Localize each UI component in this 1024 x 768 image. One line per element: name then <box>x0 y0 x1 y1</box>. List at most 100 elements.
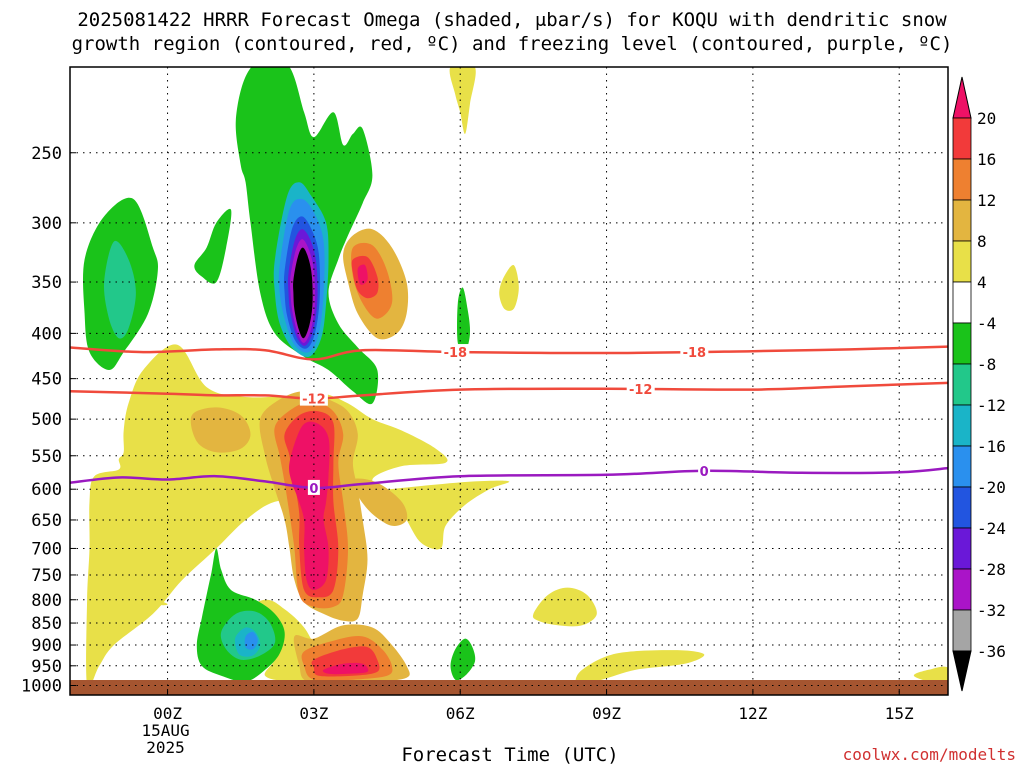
colorbar-label-2: 12 <box>977 191 996 210</box>
omega-region-21 <box>357 264 368 285</box>
y-tick-label-1000: 1000 <box>21 677 62 697</box>
omega-region-37 <box>293 247 313 339</box>
omega-region-4 <box>575 650 705 685</box>
contour-label-0-0: 0 <box>309 482 318 497</box>
y-tick-label-900: 900 <box>31 636 62 656</box>
colorbar-top-arrow <box>952 76 972 119</box>
omega-shading <box>82 67 948 690</box>
colorbar-label-6: -8 <box>977 355 996 374</box>
colorbar-segment-1 <box>952 158 972 201</box>
colorbar-segment-8 <box>952 445 972 488</box>
y-tick-label-350: 350 <box>31 273 62 293</box>
colorbar-segment-4 <box>952 281 972 324</box>
contour-label-bg <box>698 462 711 478</box>
grid-lines <box>70 67 948 695</box>
colorbar-label-4: 4 <box>977 273 987 292</box>
colorbar-segment-7 <box>952 404 972 447</box>
y-tick-label-500: 500 <box>31 410 62 430</box>
omega-region-1 <box>99 574 168 606</box>
plot-background <box>70 67 948 695</box>
omega-region-33 <box>244 631 258 650</box>
x-tick-label-12Z: 12Z <box>738 704 767 723</box>
omega-region-28 <box>103 240 136 339</box>
contour-label--12-0: -12 <box>302 393 326 408</box>
colorbar-label-1: 16 <box>977 150 996 169</box>
y-tick-label-400: 400 <box>31 324 62 344</box>
contour-line-0 <box>70 466 948 490</box>
colorbar-segment-11 <box>952 568 972 611</box>
title-line-2: growth region (contoured, red, ºC) and f… <box>71 33 953 55</box>
omega-region-25 <box>457 287 471 353</box>
chart-title: 2025081422 HRRR Forecast Omega (shaded, … <box>0 8 1024 56</box>
contour-labels: -18 -18 -12 -12 0 0 <box>299 343 711 497</box>
ground-strip <box>70 680 948 695</box>
omega-region-9 <box>351 478 408 527</box>
colorbar-segment-0 <box>952 117 972 160</box>
contour-label-bg <box>441 344 470 360</box>
omega-region-3 <box>532 587 597 627</box>
contour-label-bg <box>680 343 709 359</box>
omega-region-27 <box>450 638 476 681</box>
x-tick-label-06Z: 06Z <box>446 704 475 723</box>
omega-region-8 <box>190 407 251 453</box>
contour-label-0-1: 0 <box>700 465 709 480</box>
omega-region-23 <box>194 208 232 284</box>
x-tick-label-15Z: 15Z <box>885 704 914 723</box>
colorbar-label-8: -16 <box>977 437 1006 456</box>
contour-label--12-1: -12 <box>629 383 653 398</box>
colorbar-label-0: 20 <box>977 109 996 128</box>
contour-label-bg <box>299 390 328 406</box>
colorbar-segment-10 <box>952 527 972 570</box>
colorbar-label-10: -24 <box>977 519 1006 538</box>
y-tick-label-450: 450 <box>31 370 62 390</box>
y-tick-label-800: 800 <box>31 591 62 611</box>
colorbar-label-3: 8 <box>977 232 987 251</box>
y-tick-label-550: 550 <box>31 447 62 467</box>
y-tick-label-700: 700 <box>31 539 62 559</box>
colorbar-label-11: -28 <box>977 560 1006 579</box>
y-tick-label-250: 250 <box>31 144 62 164</box>
temperature-contours <box>70 345 948 490</box>
colorbar-segment-5 <box>952 322 972 365</box>
colorbar-bottom-arrow <box>952 650 972 692</box>
colorbar-label-9: -20 <box>977 478 1006 497</box>
y-tick-label-750: 750 <box>31 566 62 586</box>
credit-text: coolwx.com/modelts <box>842 745 1016 764</box>
omega-region-6 <box>449 67 476 134</box>
colorbar-label-13: -36 <box>977 642 1006 661</box>
colorbar-label-7: -12 <box>977 396 1006 415</box>
colorbar: 20 16 12 8 4 -4 -8 -12 -16 -20 -24 -28 -32 -36 <box>952 76 1006 692</box>
plot-frame <box>69 66 949 696</box>
colorbar-segment-3 <box>952 240 972 283</box>
x-tick-sublabel-0: 15AUG <box>141 721 189 740</box>
x-tick-label-09Z: 09Z <box>592 704 621 723</box>
omega-region-19 <box>289 421 330 590</box>
x-tick-sublabel-1: 2025 <box>146 738 185 757</box>
contour-label-bg <box>626 380 655 396</box>
colorbar-segment-6 <box>952 363 972 406</box>
omega-region-7 <box>499 264 519 311</box>
x-tick-label-00Z: 00Z <box>153 704 182 723</box>
contour-line--18 <box>70 345 948 361</box>
omega-region-0 <box>86 344 510 689</box>
x-axis-label: Forecast Time (UTC) <box>401 744 619 766</box>
colorbar-segment-2 <box>952 199 972 242</box>
y-tick-label-600: 600 <box>31 480 62 500</box>
y-tick-label-650: 650 <box>31 511 62 531</box>
y-tick-label-850: 850 <box>31 614 62 634</box>
contour-label--18-0: -18 <box>444 346 468 361</box>
colorbar-segment-12 <box>952 609 972 652</box>
contour-label-bg <box>307 479 320 495</box>
y-tick-label-950: 950 <box>31 657 62 677</box>
colorbar-segment-9 <box>952 486 972 529</box>
y-tick-label-300: 300 <box>31 214 62 234</box>
contour-label--18-1: -18 <box>683 346 707 361</box>
y-axis: 2503003504004505005506006507007508008509… <box>21 144 76 697</box>
title-line-1: 2025081422 HRRR Forecast Omega (shaded, … <box>77 9 947 31</box>
x-tick-label-03Z: 03Z <box>299 704 328 723</box>
colorbar-label-12: -32 <box>977 601 1006 620</box>
contour-line--12 <box>70 381 948 400</box>
colorbar-label-5: -4 <box>977 314 996 333</box>
